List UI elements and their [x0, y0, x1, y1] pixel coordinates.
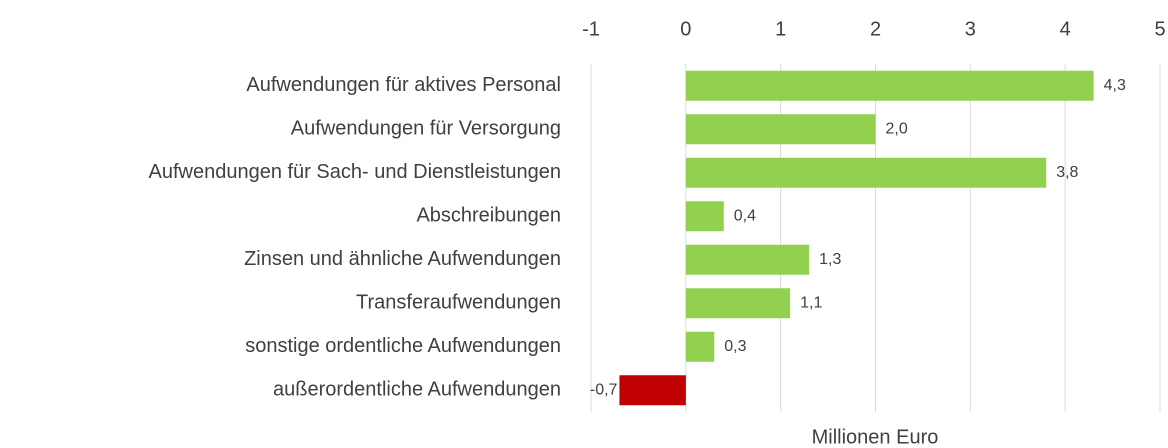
bar	[685, 201, 724, 232]
value-label: 0,3	[724, 338, 746, 355]
x-tick-label: 1	[775, 18, 786, 40]
value-label: 4,3	[1104, 77, 1126, 94]
x-tick-label: 3	[965, 18, 976, 40]
y-tick-label: Aufwendungen für aktives Personal	[246, 74, 561, 96]
y-tick-label: sonstige ordentliche Aufwendungen	[245, 335, 561, 357]
x-tick-label: -1	[582, 18, 600, 40]
x-tick-label: 2	[870, 18, 881, 40]
bar	[685, 157, 1047, 188]
value-label: 3,8	[1056, 164, 1078, 181]
y-tick-label: Transferaufwendungen	[356, 292, 561, 314]
value-label: 2,0	[886, 120, 908, 137]
y-tick-label: Aufwendungen für Sach- und Dienstleistun…	[149, 161, 562, 183]
y-tick-label: Zinsen und ähnliche Aufwendungen	[244, 248, 561, 270]
x-tick-label: 4	[1060, 18, 1071, 40]
value-label: 0,4	[734, 207, 756, 224]
bar	[685, 244, 810, 275]
x-axis-label: Millionen Euro	[812, 426, 939, 448]
bar	[685, 331, 715, 362]
value-label: 1,1	[800, 294, 822, 311]
x-tick-label: 5	[1154, 18, 1165, 40]
value-label: -0,7	[590, 381, 618, 398]
y-tick-label: Aufwendungen für Versorgung	[291, 118, 561, 140]
bar	[685, 114, 876, 145]
bar	[619, 375, 686, 406]
y-tick-label: außerordentliche Aufwendungen	[273, 379, 561, 401]
y-tick-label: Abschreibungen	[416, 205, 561, 227]
bar	[685, 70, 1094, 101]
bar	[685, 288, 791, 319]
value-label: 1,3	[819, 251, 841, 268]
x-tick-label: 0	[680, 18, 691, 40]
